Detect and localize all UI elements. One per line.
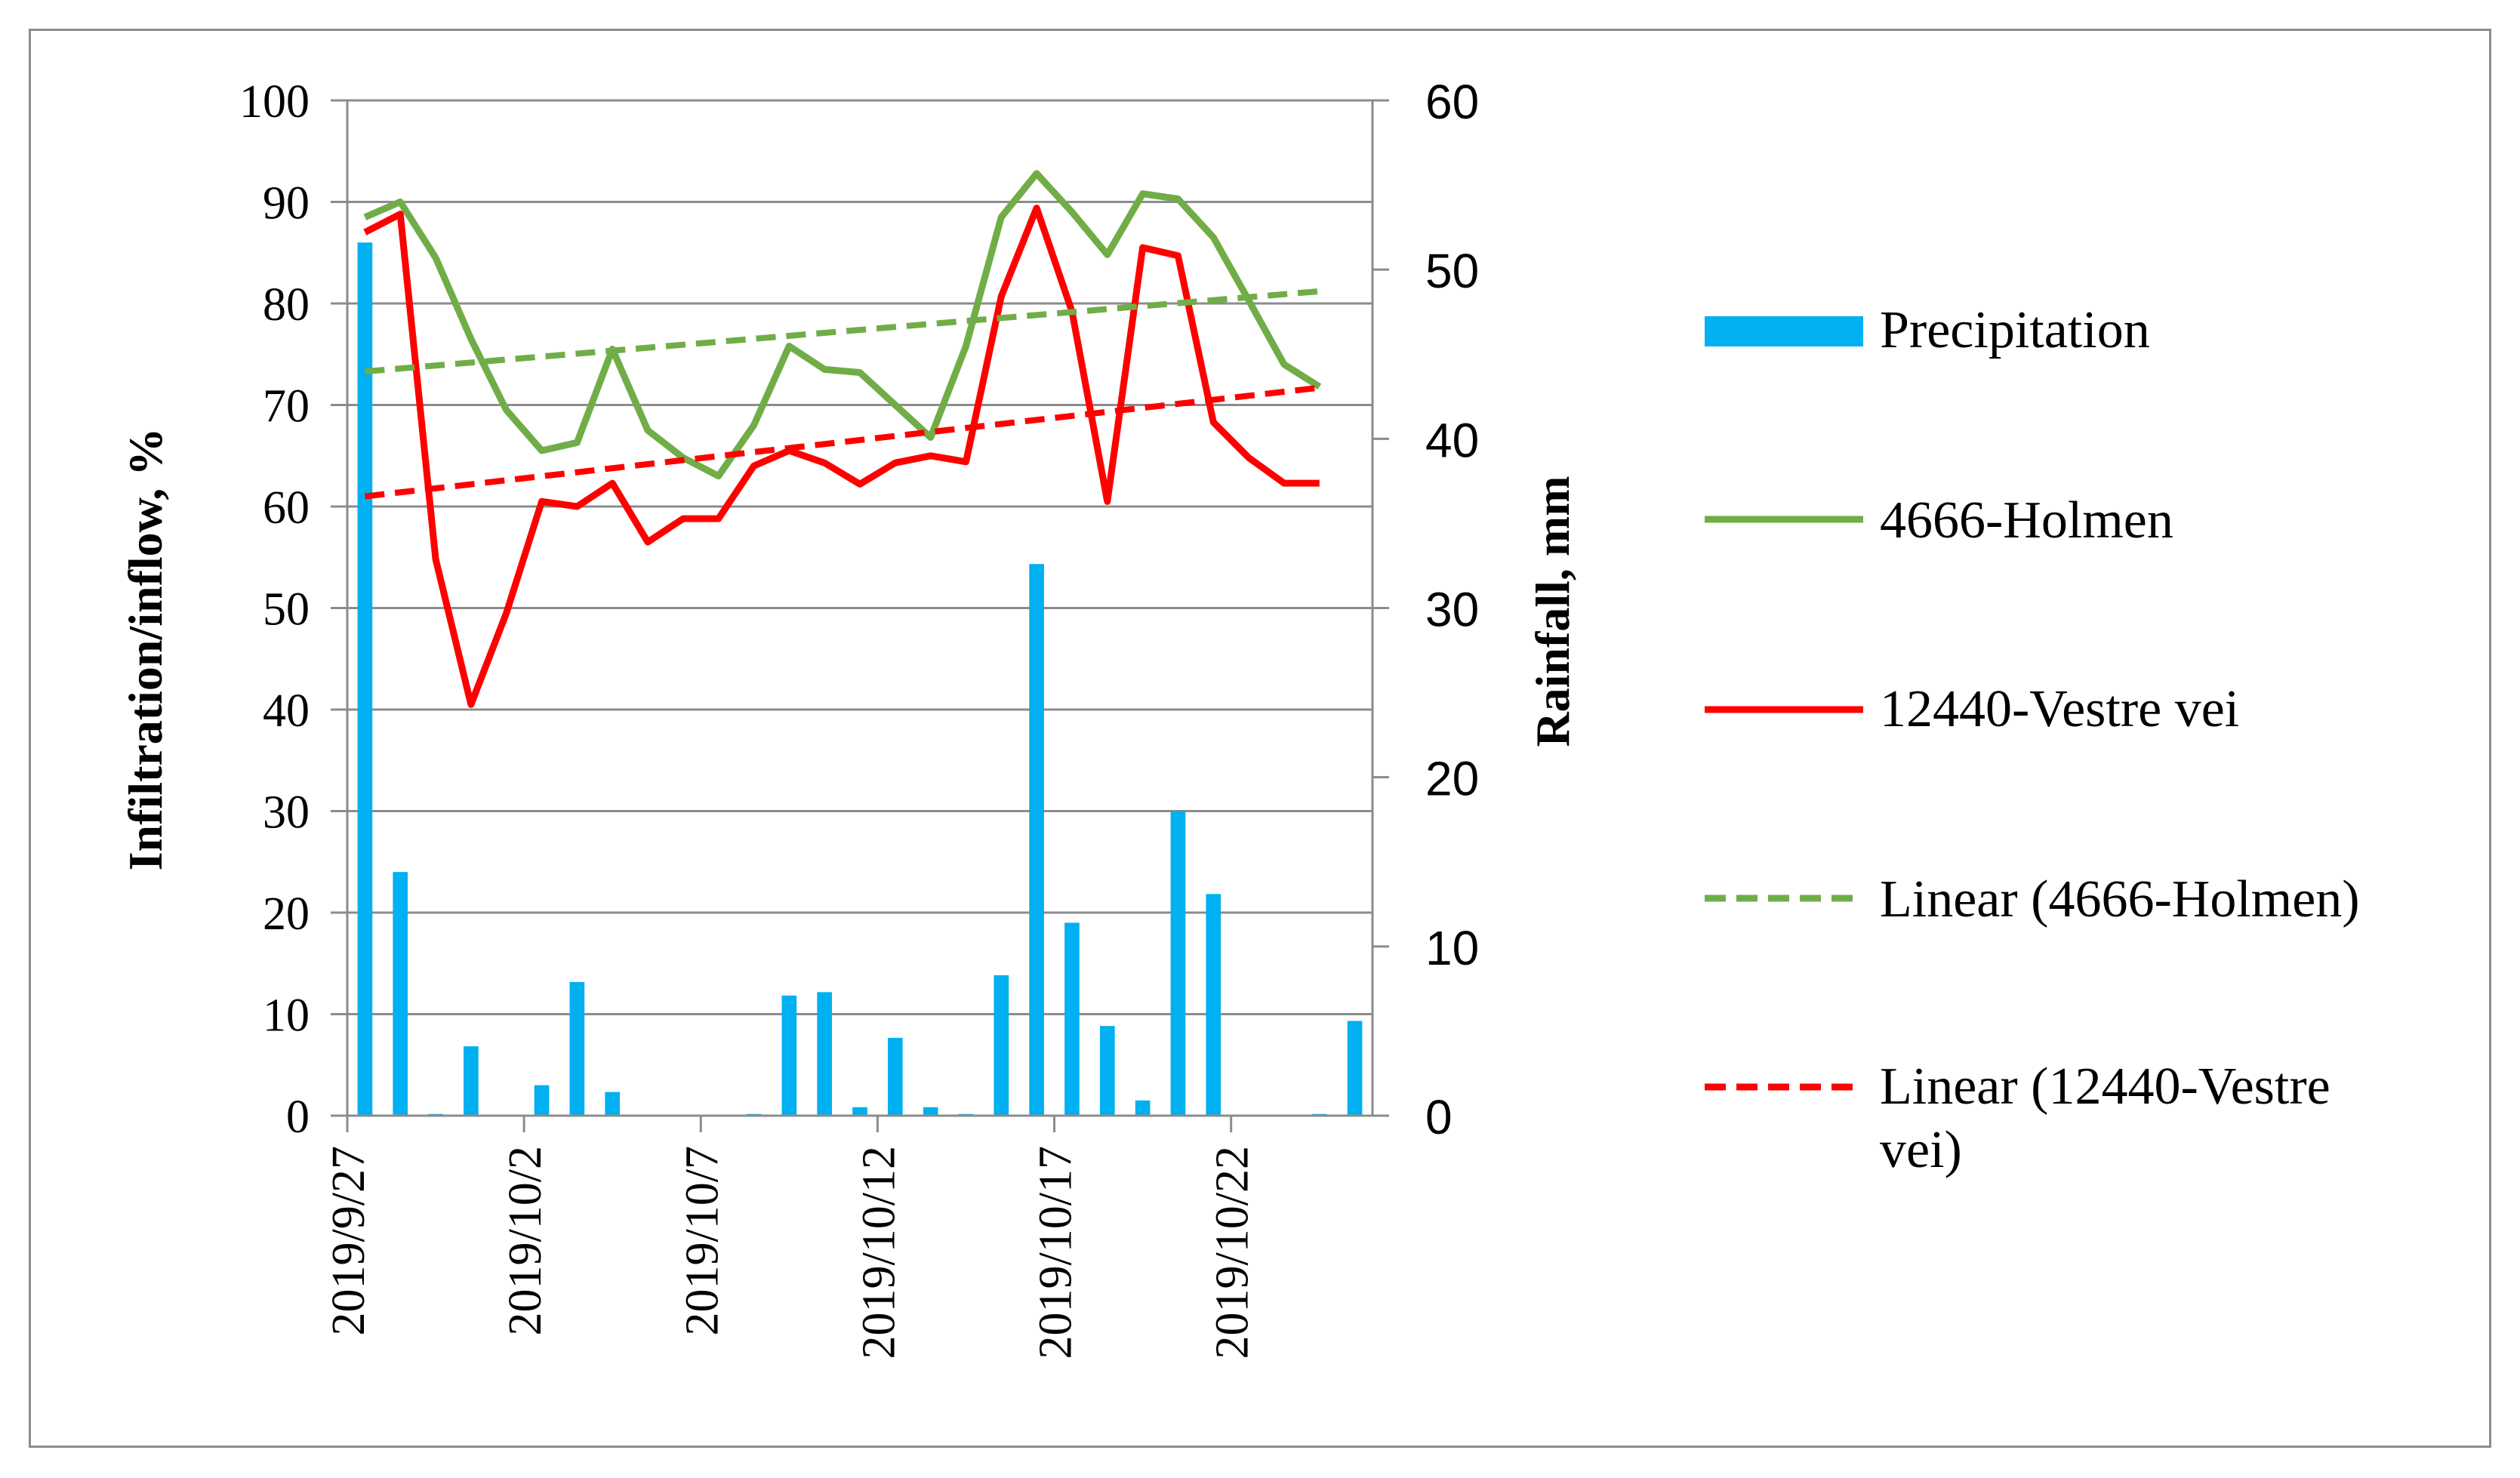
x-tick-label: 2019/10/2 <box>500 1146 551 1335</box>
left-tick-label: 80 <box>263 279 310 331</box>
legend-label-vestre-vei: 12440-Vestre vei <box>1880 680 2239 738</box>
right-tick-label: 20 <box>1425 752 1479 806</box>
precipitation-bar <box>1170 811 1186 1116</box>
precipitation-bar <box>1064 922 1080 1116</box>
right-axis-ticks: 0 10 20 30 40 50 60 <box>1372 75 1479 1144</box>
precipitation-bar <box>569 981 585 1116</box>
precipitation-bar <box>357 242 373 1116</box>
right-tick-label: 50 <box>1425 244 1479 298</box>
precipitation-bar <box>1099 1026 1115 1116</box>
trend-line-linear-4666-holmen- <box>365 288 1320 375</box>
precipitation-bars <box>357 242 1363 1116</box>
precipitation-bar <box>852 1107 867 1116</box>
right-tick-label: 30 <box>1425 583 1479 637</box>
series-line-12440-vestre-vei <box>363 205 1320 708</box>
left-tick-label: 20 <box>263 888 310 940</box>
legend-label-linear-holmen: Linear (4666-Holmen) <box>1880 870 2360 928</box>
left-tick-label: 70 <box>263 381 310 433</box>
precipitation-bar <box>887 1037 903 1116</box>
right-axis-title: Rainfall, mm <box>1526 476 1579 747</box>
x-tick-label: 2019/10/17 <box>1030 1146 1082 1359</box>
legend-label-holmen: 4666-Holmen <box>1880 491 2173 550</box>
precipitation-bar <box>923 1107 938 1116</box>
right-tick-label: 60 <box>1425 75 1479 129</box>
gridlines <box>347 99 1372 1015</box>
left-axis-title: Infiltration/inflow, % <box>119 428 172 871</box>
precipitation-bar <box>1029 564 1044 1116</box>
left-tick-label: 0 <box>286 1092 310 1143</box>
precipitation-bar <box>1347 1021 1363 1116</box>
right-tick-label: 10 <box>1425 921 1479 975</box>
left-tick-label: 60 <box>263 482 310 534</box>
right-tick-label: 40 <box>1425 413 1479 467</box>
left-tick-label: 100 <box>239 76 310 128</box>
precipitation-bar <box>781 995 797 1116</box>
precipitation-bar <box>994 975 1009 1116</box>
x-tick-label: 2019/10/22 <box>1207 1146 1258 1359</box>
left-tick-label: 30 <box>263 787 310 839</box>
legend-label-linear-vestre-vei: Linear (12440-Vestre vei) <box>1880 1058 2343 1179</box>
series-lines <box>363 170 1322 708</box>
precipitation-bar <box>534 1085 550 1116</box>
precipitation-bar <box>464 1046 479 1116</box>
precipitation-bar <box>393 872 408 1116</box>
legend: Precipitation 4666-Holmen 12440-Vestre v… <box>1705 301 2360 1179</box>
precipitation-bar <box>817 992 833 1116</box>
trend-line-linear-12440-vestre-vei- <box>364 384 1320 500</box>
legend-swatch-precipitation <box>1705 316 1863 346</box>
right-tick-label: 0 <box>1425 1090 1453 1144</box>
precipitation-bar <box>1135 1100 1151 1116</box>
left-tick-label: 50 <box>263 584 310 636</box>
x-tick-label: 2019/10/12 <box>853 1146 904 1359</box>
x-tick-label: 2019/9/27 <box>323 1146 374 1335</box>
precipitation-bar <box>605 1092 621 1116</box>
x-tick-label: 2019/10/7 <box>676 1146 728 1335</box>
legend-label-precipitation: Precipitation <box>1880 301 2150 359</box>
x-axis-ticks: 2019/9/27 2019/10/2 2019/10/7 2019/10/12 201… <box>323 1116 1258 1359</box>
left-axis-ticks: 0 10 20 30 40 50 60 70 80 90 100 <box>239 76 347 1143</box>
series-line-4666-holmen <box>363 170 1322 480</box>
left-tick-label: 90 <box>263 178 310 229</box>
left-tick-label: 40 <box>263 685 310 737</box>
precipitation-bar <box>1206 894 1221 1116</box>
left-tick-label: 10 <box>263 990 310 1042</box>
